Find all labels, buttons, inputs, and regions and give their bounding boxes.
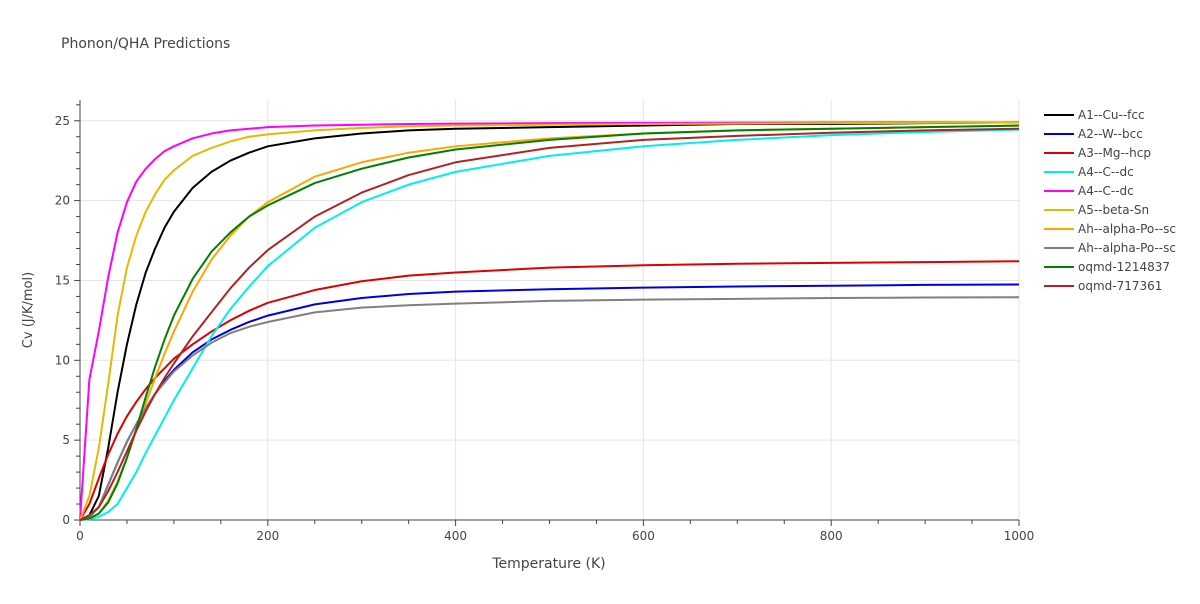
x-tick-label: 800: [820, 529, 843, 543]
series-line-8[interactable]: [79, 296, 1020, 521]
y-tick-label: 5: [62, 433, 70, 447]
x-tick-label: 600: [632, 529, 655, 543]
series-line-3[interactable]: [79, 260, 1020, 521]
y-tick-label: 25: [55, 114, 70, 128]
legend-label[interactable]: Ah--alpha-Po--sc: [1078, 222, 1176, 236]
series-line-6[interactable]: [79, 121, 1020, 521]
series-line-2[interactable]: [79, 283, 1020, 521]
legend-label[interactable]: oqmd-1214837: [1078, 260, 1170, 274]
x-axis-label: Temperature (K): [491, 556, 605, 572]
legend-label[interactable]: A4--C--dc: [1078, 165, 1134, 179]
legend-label[interactable]: A1--Cu--fcc: [1078, 108, 1145, 122]
series-line-9[interactable]: [79, 124, 1020, 521]
series-line-10[interactable]: [79, 127, 1020, 521]
y-tick-label: 10: [55, 353, 70, 367]
legend-label[interactable]: oqmd-717361: [1078, 279, 1162, 293]
legend[interactable]: A1--Cu--fcc A2--W--bcc A3--Mg--hcp A4--C--d…: [1044, 108, 1176, 293]
y-axis-label: Cv (J/K/mol): [21, 272, 36, 348]
chart-title: Phonon/QHA Predictions: [61, 36, 231, 52]
x-tick-label: 400: [444, 529, 467, 543]
axes: 0 200 400 600 800 1000 0 5 10 15 20 25: [55, 100, 1035, 543]
x-tick-label: 0: [76, 529, 84, 543]
y-tick-label: 0: [62, 513, 70, 527]
legend-label[interactable]: Ah--alpha-Po--sc: [1078, 241, 1176, 255]
series-line-5[interactable]: [79, 121, 1019, 521]
legend-label[interactable]: A2--W--bcc: [1078, 127, 1143, 141]
series-layer: [79, 121, 1020, 521]
legend-label[interactable]: A5--beta-Sn: [1078, 203, 1149, 217]
series-line-1[interactable]: [79, 121, 1020, 521]
series-line-4[interactable]: [79, 128, 1020, 521]
grid: [80, 100, 1020, 520]
y-tick-label: 15: [55, 273, 70, 287]
x-tick-label: 1000: [1004, 529, 1035, 543]
y-tick-label: 20: [55, 194, 70, 208]
x-tick-label: 200: [256, 529, 279, 543]
legend-label[interactable]: A3--Mg--hcp: [1078, 146, 1151, 160]
legend-label[interactable]: A4--C--dc: [1078, 184, 1134, 198]
